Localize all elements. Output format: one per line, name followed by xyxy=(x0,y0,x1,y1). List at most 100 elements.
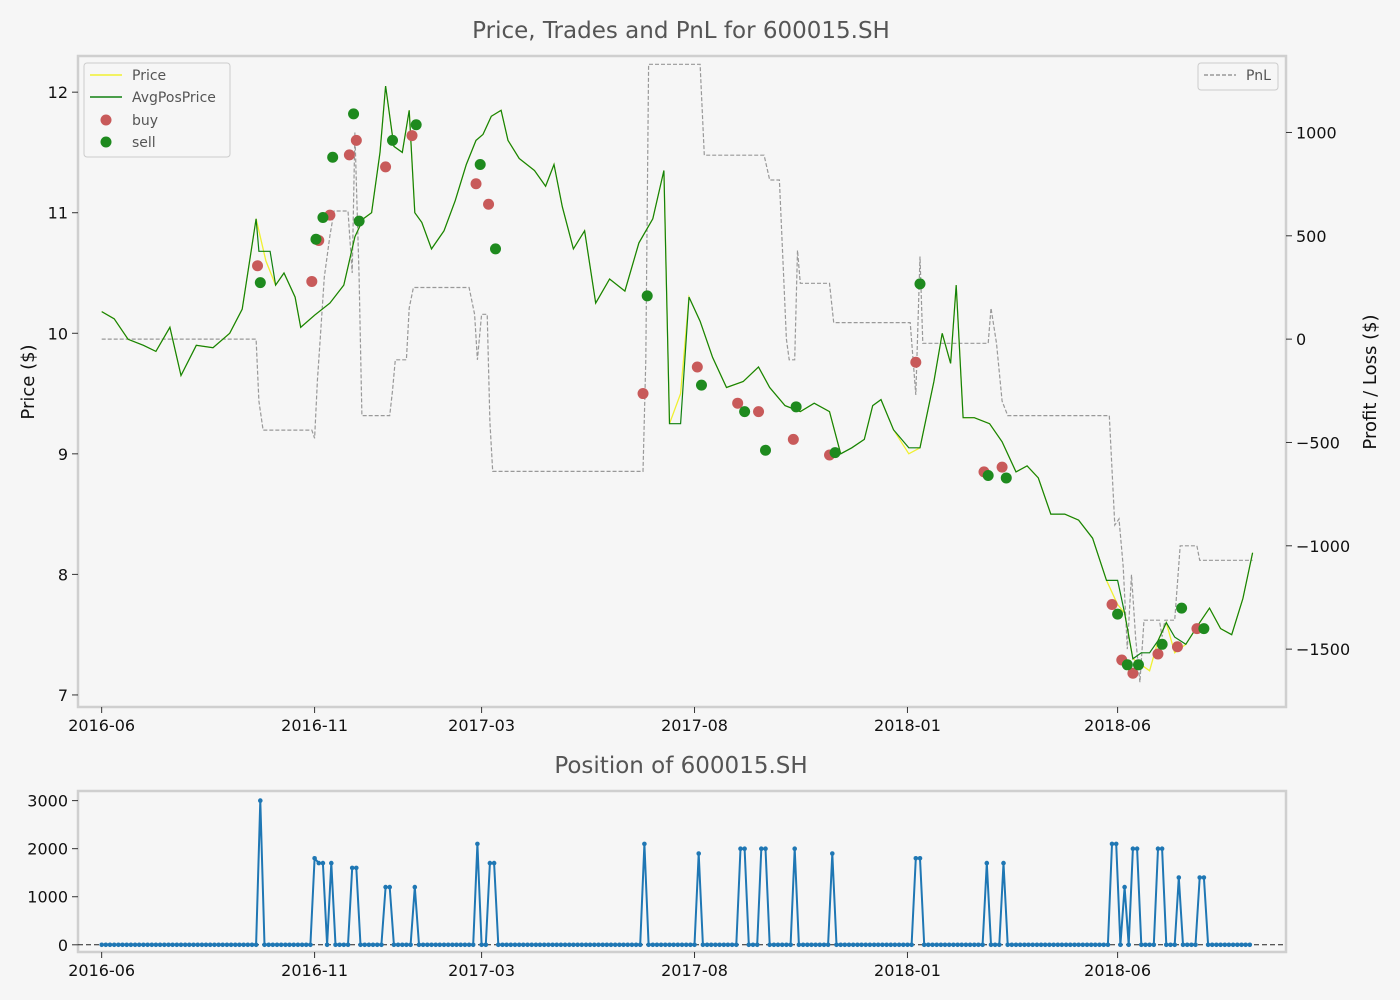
position-point xyxy=(450,942,455,948)
buy-marker xyxy=(1127,667,1139,679)
legend-buy-label: buy xyxy=(132,113,158,129)
position-point xyxy=(838,942,843,948)
position-point xyxy=(775,942,781,948)
position-point xyxy=(395,942,401,948)
position-point xyxy=(1072,942,1077,948)
position-point xyxy=(329,860,334,866)
position-point xyxy=(892,942,898,948)
position-point xyxy=(287,942,292,948)
position-point xyxy=(1001,860,1006,866)
position-y-tick-label: 3000 xyxy=(27,792,68,811)
position-point xyxy=(354,865,359,871)
position-point xyxy=(750,942,756,948)
position-point xyxy=(416,942,422,948)
buy-marker xyxy=(343,149,355,161)
buy-marker xyxy=(732,397,744,409)
position-chart-frame xyxy=(76,789,1288,954)
legend-sell-swatch xyxy=(100,136,112,148)
position-plot-area: 2016-06 2016-11 2017-03 2017-08 2018-01 2018-… xyxy=(27,792,1286,980)
position-point xyxy=(195,942,200,948)
position-point xyxy=(629,942,635,948)
price-x-tick-label: 2017-08 xyxy=(661,716,728,735)
position-point xyxy=(491,860,497,866)
position-point xyxy=(1084,942,1090,948)
position-point xyxy=(921,942,927,948)
position-point xyxy=(746,942,752,948)
position-point xyxy=(959,942,964,948)
price-chart-title: Price, Trades and PnL for 600015.SH xyxy=(472,18,890,44)
position-point xyxy=(178,942,184,948)
position-point xyxy=(1063,942,1069,948)
position-point xyxy=(997,942,1002,948)
position-point xyxy=(1080,942,1086,948)
position-point xyxy=(1155,846,1161,851)
position-point xyxy=(483,942,489,948)
position-point xyxy=(663,942,668,948)
pnl-y-tick-label: −500 xyxy=(1296,433,1340,452)
position-point xyxy=(258,798,263,803)
position-point xyxy=(1239,942,1244,948)
position-x-tick-label: 2018-01 xyxy=(874,961,941,980)
position-point xyxy=(817,942,823,948)
position-point xyxy=(116,942,121,948)
position-point xyxy=(784,942,789,948)
position-point xyxy=(233,942,238,948)
position-point xyxy=(366,942,372,948)
position-point xyxy=(374,942,380,948)
position-point xyxy=(621,942,626,948)
position-point xyxy=(926,942,931,948)
position-point xyxy=(604,942,610,948)
position-point xyxy=(546,942,551,948)
position-point xyxy=(1042,942,1048,948)
position-point xyxy=(445,942,451,948)
position-y-tick-label: 1000 xyxy=(27,888,68,907)
buy-marker xyxy=(483,198,495,210)
price-y-tick-label: 11 xyxy=(48,204,68,223)
sell-marker xyxy=(739,406,751,418)
buy-marker xyxy=(380,161,392,173)
position-point xyxy=(1226,942,1232,948)
position-point xyxy=(650,942,656,948)
position-point xyxy=(191,942,196,948)
position-point xyxy=(458,942,464,948)
position-point xyxy=(867,942,873,948)
position-point xyxy=(792,846,797,851)
position-point xyxy=(312,856,317,861)
position-point xyxy=(187,942,192,948)
position-point xyxy=(1184,942,1190,948)
pnl-y-tick-label: 1000 xyxy=(1296,123,1337,142)
position-point xyxy=(174,942,180,948)
position-point xyxy=(274,942,280,948)
sell-marker xyxy=(790,401,802,413)
position-point xyxy=(1017,942,1023,948)
position-point xyxy=(779,942,785,948)
position-point xyxy=(888,942,894,948)
position-point xyxy=(976,942,981,948)
position-point xyxy=(1009,942,1015,948)
buy-marker xyxy=(691,361,703,373)
position-point xyxy=(1022,942,1027,948)
buy-marker xyxy=(470,178,482,190)
buy-marker xyxy=(252,260,264,272)
position-point xyxy=(1214,942,1219,948)
sell-marker xyxy=(695,379,707,391)
position-point xyxy=(99,942,104,948)
price-x-tick-label: 2016-06 xyxy=(68,716,135,735)
position-point xyxy=(692,942,697,948)
position-point xyxy=(408,942,413,948)
sell-marker xyxy=(1132,659,1144,671)
position-point xyxy=(600,942,605,948)
position-point xyxy=(324,942,330,948)
position-point xyxy=(1168,942,1173,948)
position-point xyxy=(496,942,501,948)
position-point xyxy=(575,942,580,948)
sell-marker xyxy=(348,108,360,120)
position-point xyxy=(988,942,994,948)
price-x-tick-label: 2018-06 xyxy=(1084,716,1151,735)
position-point xyxy=(157,942,163,948)
position-point xyxy=(980,942,985,948)
position-point xyxy=(1113,841,1119,847)
position-point xyxy=(182,942,188,948)
position-point xyxy=(1209,942,1215,948)
pnl-legend: PnL xyxy=(1197,62,1279,91)
